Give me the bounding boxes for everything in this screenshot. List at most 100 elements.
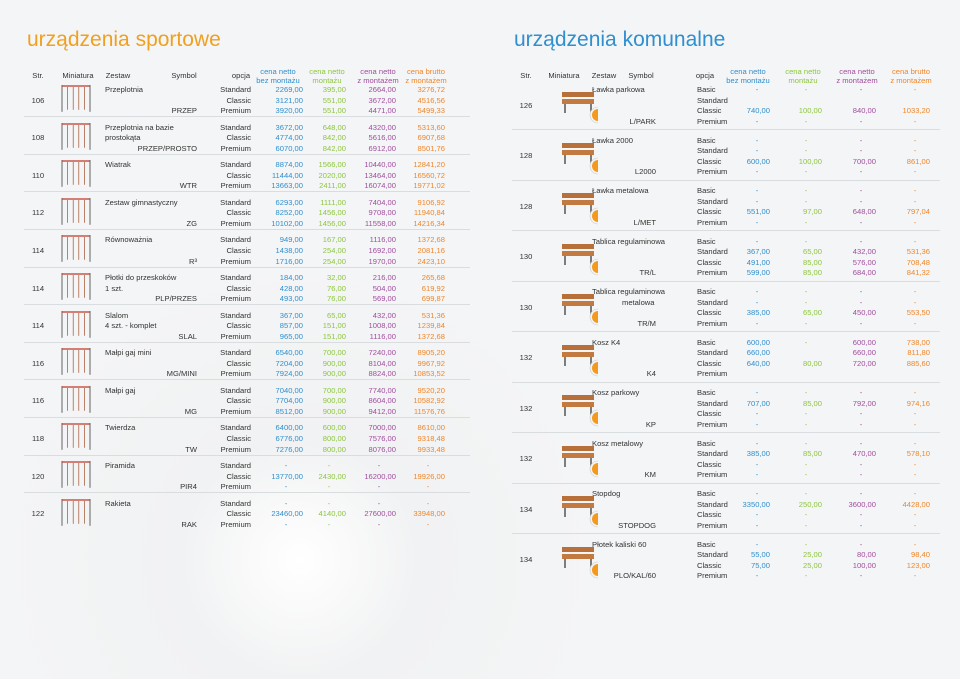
price: - [284,482,288,492]
page-number: 110 [31,170,45,180]
thumbnail [562,395,598,427]
page-number: 116 [31,396,45,406]
price: 900,00 [322,407,346,416]
price: 660,00 [852,348,876,357]
option: Basic [697,438,716,448]
price: - [804,146,808,155]
price: 531,36 [906,247,930,256]
product-name: Piramida [105,461,135,470]
option: Standard [697,146,728,155]
product-name: Małpi gaj [105,385,136,395]
price: 797,04 [906,207,930,216]
price: - [284,498,288,508]
symbol: TR/M [637,318,656,328]
price: 385,00 [746,449,770,458]
option: Premium [220,369,251,379]
price: - [755,186,759,195]
option: Basic [697,489,716,498]
price: - [859,459,863,469]
row-separator [24,116,470,118]
price: 740,00 [746,106,770,115]
price: 25,00 [802,550,822,559]
price: - [859,419,863,429]
option: Standard [697,449,728,458]
price: - [913,571,917,580]
price: - [859,146,863,155]
price: - [804,196,808,206]
price: 16200,00 [364,471,396,481]
page-number: 114 [31,246,45,255]
price: 13464,00 [364,170,396,180]
option: Standard [220,423,251,433]
price: 949,00 [279,235,303,245]
price: 7276,00 [275,444,303,454]
price: - [913,318,917,328]
price: 600,00 [322,423,346,433]
price: 10582,92 [413,396,445,406]
price: 2081,16 [417,246,445,255]
price: 5616,00 [368,133,396,143]
price: 8905,20 [417,348,445,358]
price: 700,00 [852,156,876,166]
price: - [755,116,759,126]
price: - [755,489,759,498]
symbol: L/PARK [629,116,656,126]
price-header: z montażem [357,76,399,85]
price: 10102,00 [271,219,303,228]
thumbnail [562,92,598,124]
page-number: 132 [519,353,533,363]
price: - [804,297,808,307]
price-header: z montażem [836,76,878,85]
price: 6912,00 [368,143,396,153]
price: 33948,00 [413,509,445,519]
price: - [804,236,808,246]
price-header: bez montażu [726,76,770,85]
price: 4516,56 [417,95,445,105]
page-number: 132 [519,403,533,413]
price: - [804,409,808,418]
price-header: cena netto [785,67,821,76]
option: Basic [697,236,716,246]
price: 504,00 [372,283,396,293]
price: - [859,409,863,418]
price: 76,00 [326,294,346,304]
price: 10853,52 [413,369,445,379]
price: - [755,318,759,328]
option: Classic [226,208,251,218]
price: 9412,00 [368,407,396,416]
price: - [913,146,917,155]
price: 11940,84 [413,208,445,218]
option: Premium [697,369,728,378]
thumbnail [61,197,91,225]
option: Standard [697,247,728,256]
price: 7576,00 [368,434,396,443]
price: 1438,00 [275,246,303,255]
price: - [804,318,808,328]
price: - [755,459,759,469]
row-separator [512,482,940,484]
option: Standard [697,348,728,357]
header: Str. [520,71,532,80]
price: - [426,519,430,529]
price: 569,00 [372,294,396,304]
price-header: cena netto [260,67,296,76]
thumbnail [562,193,598,225]
price: 8824,00 [368,369,396,379]
product-name: Twierdza [105,423,136,433]
price: 841,32 [906,268,930,277]
option: Premium [697,318,728,328]
thumbnail [562,445,598,477]
product-name: Kosz metalowy [592,438,644,448]
price: 8076,00 [368,444,396,454]
product-name: Zestaw gimnastyczny [105,197,178,207]
price: 2664,00 [368,85,396,94]
price: 9106,92 [417,197,445,207]
price-header: z montażem [405,76,447,85]
option: Basic [697,388,716,397]
price: 491,00 [746,257,770,267]
price: - [859,489,863,498]
product-name: prostokąta [105,133,141,143]
price: 1456,00 [318,208,346,218]
page-number: 112 [31,208,45,218]
price: 551,00 [322,106,346,116]
